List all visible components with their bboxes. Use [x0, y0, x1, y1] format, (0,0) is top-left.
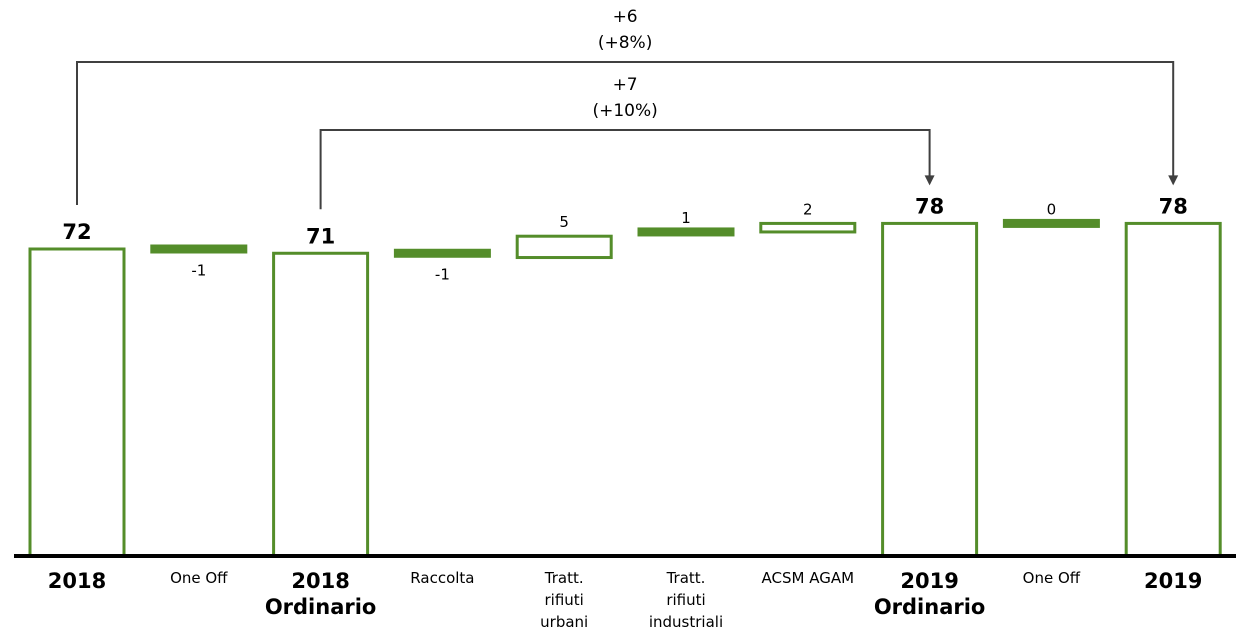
- category-label-5-2: industriali: [649, 613, 723, 630]
- annotation-label-1-0: +7: [613, 75, 638, 95]
- bar-8: [1002, 218, 1100, 228]
- value-label-6: 2: [803, 200, 813, 218]
- category-label-7-0: 2019: [900, 569, 958, 593]
- bar-3: [393, 248, 491, 258]
- value-label-9: 78: [1159, 194, 1188, 218]
- value-label-0: 72: [62, 220, 91, 244]
- category-label-9-0: 2019: [1144, 569, 1202, 593]
- category-label-1-0: One Off: [170, 569, 228, 587]
- category-label-5-1: rifiuti: [666, 591, 705, 609]
- value-label-2: 71: [306, 224, 335, 248]
- category-label-2-1: Ordinario: [265, 595, 377, 619]
- bar-4: [515, 234, 613, 260]
- category-label-0-0: 2018: [48, 569, 106, 593]
- value-label-8: 0: [1047, 200, 1057, 218]
- value-label-7: 78: [915, 194, 944, 218]
- bar-5: [637, 227, 735, 237]
- bar-7: [881, 221, 979, 558]
- category-label-4-2: urbani: [540, 613, 588, 630]
- value-label-4: 5: [559, 213, 569, 231]
- category-label-6-0: ACSM AGAM: [762, 569, 855, 587]
- category-label-4-0: Tratt.: [544, 569, 584, 587]
- value-label-1: -1: [191, 261, 206, 279]
- bracket-connector-0: [76, 61, 1175, 205]
- category-label-5-0: Tratt.: [666, 569, 706, 587]
- value-label-3: -1: [435, 266, 450, 284]
- bracket-connector-1: [319, 129, 931, 210]
- category-label-8-0: One Off: [1023, 569, 1081, 587]
- annotation-label-0-0: +6: [613, 7, 638, 27]
- category-label-4-1: rifiuti: [545, 591, 584, 609]
- category-label-2-0: 2018: [291, 569, 349, 593]
- connector-arrowhead-0: [1168, 175, 1179, 186]
- connector-arrowhead-1: [924, 175, 935, 186]
- category-label-3-0: Raccolta: [410, 569, 474, 587]
- bar-2: [272, 251, 370, 558]
- annotation-label-1-1: (+10%): [592, 101, 657, 121]
- bar-1: [150, 244, 248, 254]
- annotation-label-0-1: (+8%): [598, 33, 652, 53]
- bar-0: [28, 247, 126, 558]
- value-label-5: 1: [681, 209, 691, 227]
- bar-6: [759, 221, 857, 234]
- bar-9: [1124, 221, 1222, 558]
- category-label-7-1: Ordinario: [874, 595, 986, 619]
